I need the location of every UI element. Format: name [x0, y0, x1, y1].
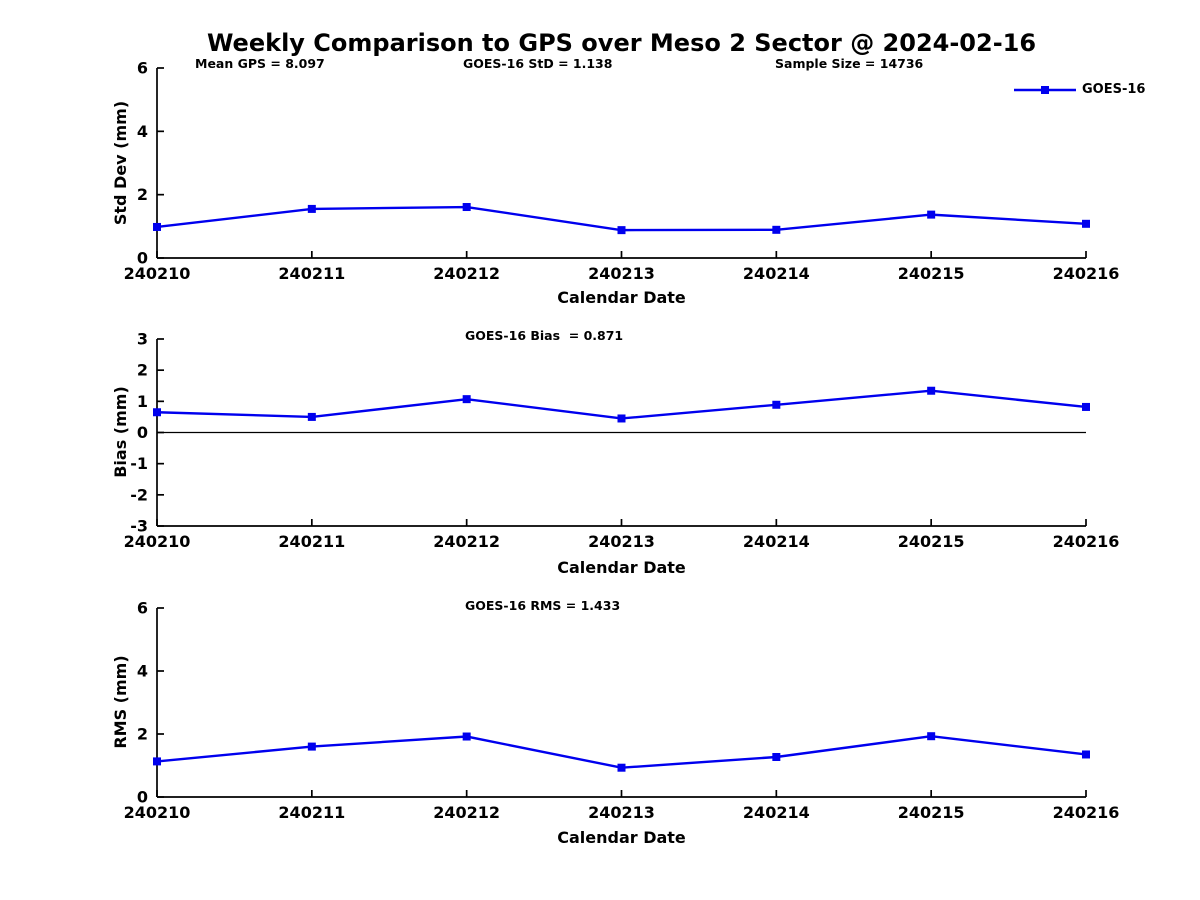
x-axis-label-std-dev: Calendar Date — [557, 288, 686, 307]
legend-label: GOES-16 — [1082, 82, 1146, 97]
x-tick-label: 240215 — [898, 803, 965, 822]
legend-line-marker-icon — [1014, 85, 1076, 94]
legend: GOES-16 — [1014, 82, 1145, 97]
x-tick-label: 240211 — [278, 264, 345, 283]
x-tick-label: 240211 — [278, 803, 345, 822]
annotation-goes16-rms: GOES-16 RMS = 1.433 — [465, 598, 621, 613]
y-tick-label: 3 — [137, 330, 148, 349]
x-tick-label: 240212 — [433, 803, 500, 822]
data-point-marker — [927, 732, 936, 741]
y-tick-label: -3 — [130, 517, 148, 536]
annotation-sample-size: Sample Size = 14736 — [775, 56, 924, 71]
y-tick-label: 0 — [137, 423, 148, 442]
data-point-marker — [772, 752, 781, 761]
data-point-marker — [1082, 750, 1090, 759]
data-point-marker — [927, 386, 936, 395]
x-tick-label: 240210 — [124, 803, 191, 822]
x-tick-label: 240216 — [1053, 532, 1120, 551]
data-point-marker — [772, 400, 781, 409]
x-tick-label: 240213 — [588, 803, 655, 822]
y-tick-label: -1 — [130, 454, 148, 473]
y-tick-label: 2 — [137, 185, 148, 204]
data-point-marker — [153, 222, 161, 231]
x-tick-label: 240210 — [124, 532, 191, 551]
y-tick-label: 4 — [137, 122, 148, 141]
x-tick-label: 240212 — [433, 532, 500, 551]
data-point-marker — [307, 204, 316, 213]
data-point-marker — [617, 414, 626, 423]
y-tick-label: -2 — [130, 485, 148, 504]
y-tick-label: 1 — [137, 392, 148, 411]
x-tick-label: 240212 — [433, 264, 500, 283]
y-tick-label: 6 — [137, 599, 148, 618]
annotation-mean-gps: Mean GPS = 8.097 — [195, 56, 325, 71]
y-tick-label: 2 — [137, 361, 148, 380]
data-point-marker — [617, 226, 626, 235]
y-tick-label: 0 — [137, 788, 148, 807]
data-point-marker — [307, 412, 316, 421]
data-point-marker — [617, 763, 626, 772]
y-tick-label: 6 — [137, 59, 148, 78]
data-line — [156, 389, 1087, 420]
annotation-goes16-std: GOES-16 StD = 1.138 — [463, 56, 613, 71]
x-tick-label: 240214 — [743, 803, 810, 822]
x-axis-label-rms: Calendar Date — [557, 828, 686, 847]
data-point-marker — [1082, 219, 1090, 228]
data-point-marker — [153, 757, 161, 766]
y-tick-label: 2 — [137, 725, 148, 744]
data-point-marker — [772, 225, 781, 234]
data-point-marker — [1082, 402, 1090, 411]
data-point-marker — [927, 210, 936, 219]
data-point-marker — [153, 408, 161, 417]
x-tick-label: 240213 — [588, 264, 655, 283]
y-tick-label: 4 — [137, 662, 148, 681]
x-tick-label: 240211 — [278, 532, 345, 551]
x-tick-label: 240210 — [124, 264, 191, 283]
data-point-marker — [462, 203, 471, 212]
data-line — [156, 734, 1087, 769]
x-tick-label: 240213 — [588, 532, 655, 551]
x-tick-label: 240216 — [1053, 264, 1120, 283]
data-point-marker — [307, 742, 316, 751]
x-tick-label: 240215 — [898, 532, 965, 551]
annotation-goes16-bias: GOES-16 Bias = 0.871 — [465, 328, 624, 343]
x-tick-label: 240216 — [1053, 803, 1120, 822]
y-tick-label: 0 — [137, 249, 148, 268]
legend-square-marker-icon — [1041, 85, 1049, 94]
x-axis-label-bias: Calendar Date — [557, 558, 686, 577]
x-tick-label: 240214 — [743, 264, 810, 283]
x-tick-label: 240214 — [743, 532, 810, 551]
data-point-marker — [462, 395, 471, 404]
figure-title: Weekly Comparison to GPS over Meso 2 Sec… — [206, 29, 1037, 57]
x-tick-label: 240215 — [898, 264, 965, 283]
data-point-marker — [462, 732, 471, 741]
